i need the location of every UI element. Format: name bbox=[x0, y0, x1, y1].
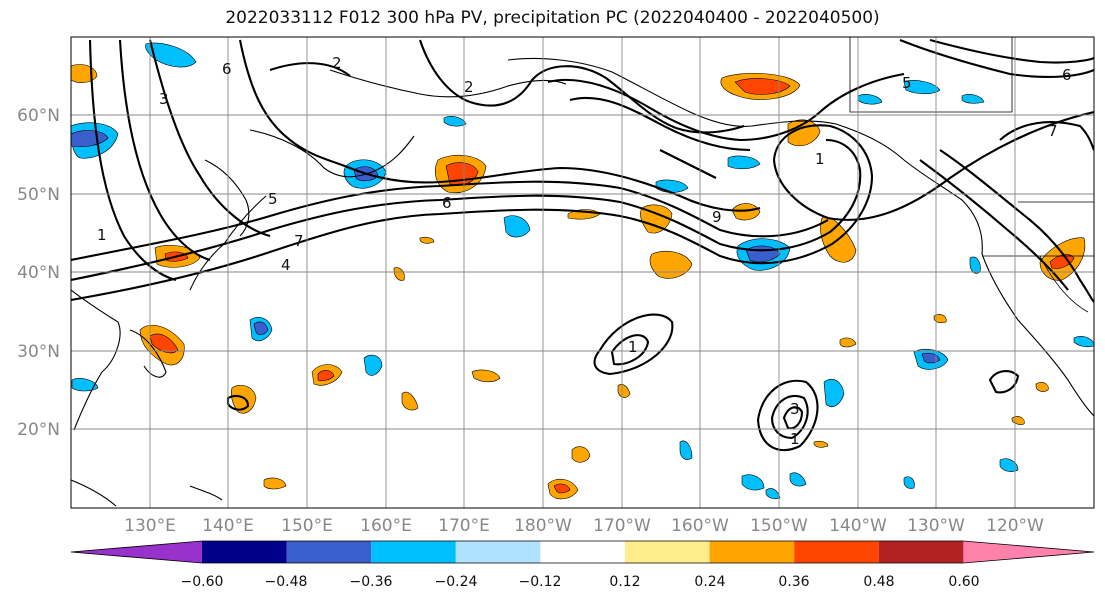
contour-label: 9 bbox=[712, 208, 722, 226]
map-background bbox=[71, 37, 1094, 508]
colorbar-segment bbox=[540, 541, 625, 563]
lon-label: 120°W bbox=[986, 516, 1044, 536]
lon-label: 140°W bbox=[829, 516, 887, 536]
lat-label: 60°N bbox=[17, 106, 60, 126]
colorbar-tick-labels: −0.60 −0.48 −0.36 −0.24 −0.12 0.12 0.24 … bbox=[181, 574, 980, 590]
lat-label: 20°N bbox=[17, 420, 60, 440]
contour-label: 5 bbox=[268, 190, 278, 208]
colorbar-segment bbox=[878, 541, 964, 563]
contour-labels: 3 6 2 1 5 7 4 2 6 9 1 1 3 1 6 5 7 bbox=[97, 54, 1072, 448]
lon-label: 140°E bbox=[202, 516, 254, 536]
colorbar-segment bbox=[709, 541, 795, 563]
colorbar-extend-min bbox=[71, 541, 202, 563]
colorbar-tick-label: 0.36 bbox=[778, 574, 809, 590]
contour-label: 2 bbox=[464, 78, 474, 96]
map-frame bbox=[70, 36, 1095, 509]
colorbar-segment bbox=[625, 541, 710, 563]
colorbar-tick-label: 0.60 bbox=[948, 574, 979, 590]
longitude-labels: 130°E 140°E 150°E 160°E 170°E 180°W 170°… bbox=[124, 516, 1044, 536]
contour-label: 2 bbox=[332, 54, 342, 72]
contour-label: 4 bbox=[281, 256, 291, 274]
colorbar-outline bbox=[70, 540, 1095, 564]
contour-label: 6 bbox=[222, 60, 232, 78]
map-title: 2022033112 F012 300 hPa PV, precipitatio… bbox=[225, 8, 880, 28]
contour-label: 5 bbox=[902, 74, 912, 92]
gridlines bbox=[71, 37, 1094, 508]
lon-label: 170°E bbox=[438, 516, 490, 536]
colorbar-segment bbox=[202, 541, 287, 563]
lon-label: 160°W bbox=[671, 516, 729, 536]
borders bbox=[849, 37, 1094, 313]
colorbar-segment bbox=[371, 541, 456, 563]
colorbar-segment bbox=[455, 541, 541, 563]
contour-label: 3 bbox=[790, 400, 800, 418]
contour-label: 6 bbox=[442, 194, 452, 212]
lon-label: 170°W bbox=[593, 516, 651, 536]
lon-label: 130°W bbox=[907, 516, 965, 536]
contour-label: 1 bbox=[815, 150, 825, 168]
contour-label: 3 bbox=[159, 90, 169, 108]
pv-contours bbox=[71, 38, 1094, 452]
lon-label: 180°W bbox=[514, 516, 572, 536]
lat-label: 50°N bbox=[17, 185, 60, 205]
latitude-labels: 60°N 50°N 40°N 30°N 20°N bbox=[17, 106, 60, 440]
contour-label: 1 bbox=[97, 226, 107, 244]
colorbar-segment bbox=[794, 541, 879, 563]
colorbar-tick-label: −0.12 bbox=[519, 574, 562, 590]
colorbar-extend-max bbox=[963, 541, 1094, 563]
colorbar-tick-label: −0.48 bbox=[265, 574, 308, 590]
colorbar-segment bbox=[286, 541, 372, 563]
lat-label: 40°N bbox=[17, 263, 60, 283]
colorbar-tick-label: 0.12 bbox=[609, 574, 640, 590]
colorbar-tick-label: −0.24 bbox=[435, 574, 478, 590]
colorbar-tick-label: 0.48 bbox=[863, 574, 894, 590]
lon-label: 160°E bbox=[360, 516, 412, 536]
contour-label: 7 bbox=[294, 232, 304, 250]
lat-label: 30°N bbox=[17, 342, 60, 362]
contour-label: 6 bbox=[1062, 66, 1072, 84]
colorbar-tick-label: −0.60 bbox=[181, 574, 224, 590]
colorbar bbox=[70, 540, 1095, 564]
lon-label: 130°E bbox=[124, 516, 176, 536]
contour-label: 1 bbox=[790, 430, 800, 448]
lon-label: 150°E bbox=[281, 516, 333, 536]
colorbar-tick-label: −0.36 bbox=[350, 574, 393, 590]
lon-label: 150°W bbox=[750, 516, 808, 536]
colorbar-tick-label: 0.24 bbox=[694, 574, 725, 590]
contour-label: 7 bbox=[1048, 122, 1058, 140]
contour-label: 1 bbox=[628, 338, 638, 356]
